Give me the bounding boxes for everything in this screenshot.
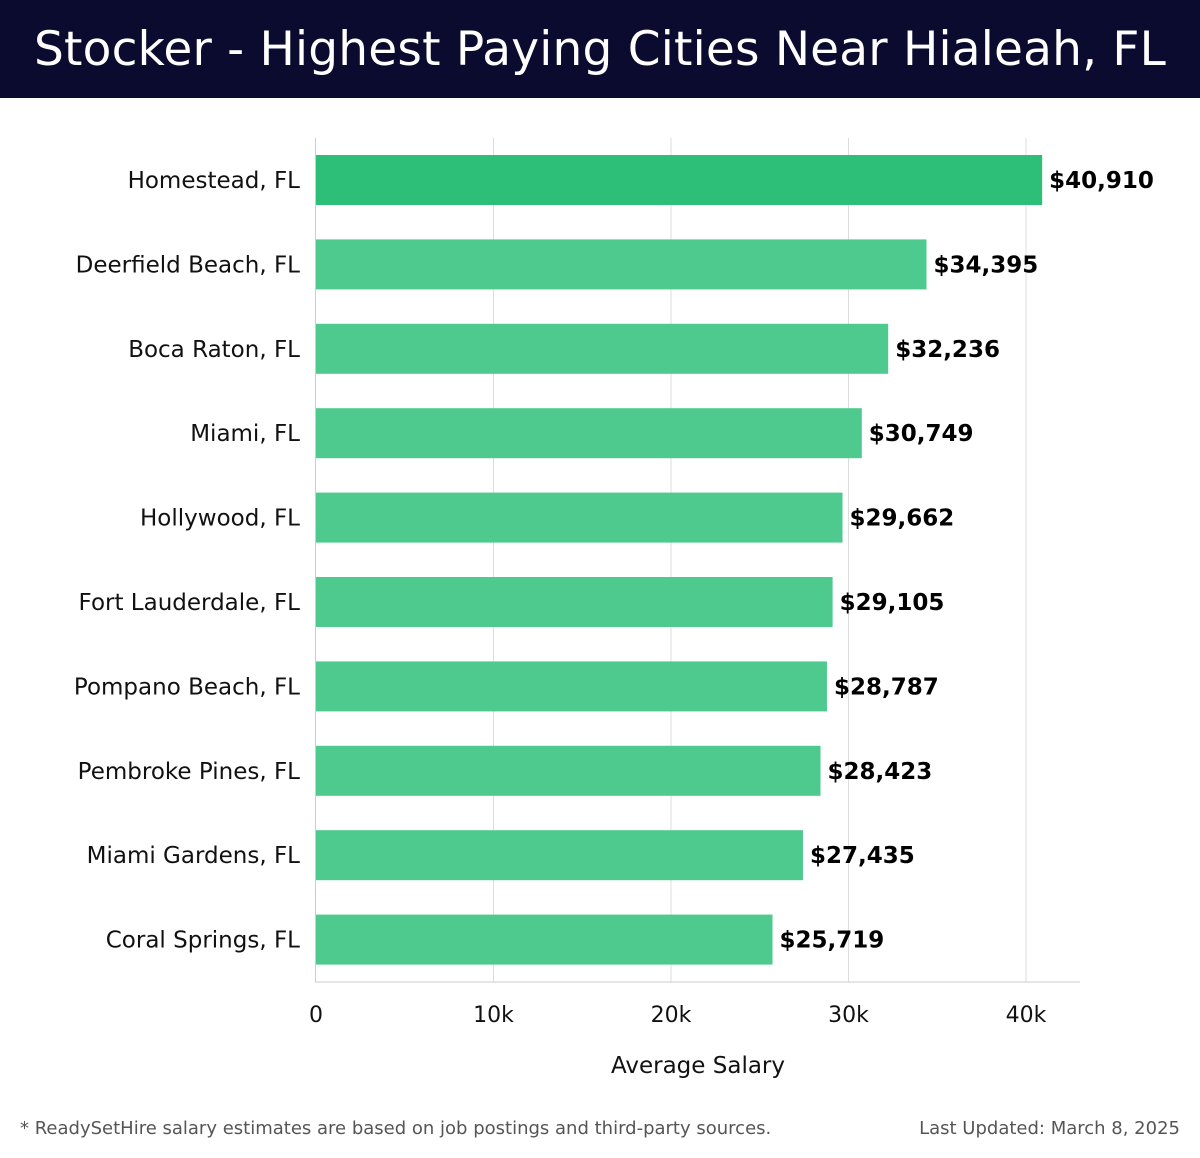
value-label: $30,749 [869,421,974,447]
bar [316,408,862,459]
value-label: $28,423 [828,759,933,785]
category-label: Pembroke Pines, FL [78,759,301,785]
x-axis-title: Average Salary [611,1053,785,1079]
value-label: $25,719 [780,928,885,954]
category-label: Coral Springs, FL [106,928,300,954]
category-label: Fort Lauderdale, FL [79,590,301,616]
category-label: Boca Raton, FL [128,337,300,363]
category-label: Hollywood, FL [140,506,300,532]
x-tick-label: 20k [651,1003,692,1028]
bar [316,830,803,881]
category-label: Miami, FL [190,421,300,447]
bar [316,577,833,627]
bar [316,239,927,290]
value-label: $32,236 [895,337,1000,363]
last-updated: Last Updated: March 8, 2025 [919,1118,1180,1139]
value-label: $29,662 [850,506,955,532]
bar [316,492,843,543]
bar [316,323,889,374]
value-label: $40,910 [1049,168,1154,194]
bar-chart: Homestead, FL $40,910 Deerfield Beach, FL $… [74,138,1154,1079]
category-label: Miami Gardens, FL [87,843,301,869]
title-bar: Stocker - Highest Paying Cities Near Hia… [0,0,1200,98]
x-tick-label: 30k [828,1003,869,1028]
value-label: $27,435 [810,843,915,869]
bar [316,745,821,796]
bar [316,914,773,965]
chart-title: Stocker - Highest Paying Cities Near Hia… [33,21,1167,77]
footnote: * ReadySetHire salary estimates are base… [20,1118,772,1139]
value-label: $34,395 [934,252,1039,278]
category-label: Pompano Beach, FL [74,674,300,700]
bar [316,155,1043,205]
bar [316,661,827,712]
category-label: Homestead, FL [128,168,301,194]
x-tick-label: 40k [1006,1003,1047,1028]
value-label: $28,787 [834,674,939,700]
x-tick-label: 10k [473,1003,514,1028]
category-label: Deerfield Beach, FL [76,252,301,278]
value-label: $29,105 [840,590,945,616]
x-tick-label: 0 [309,1003,323,1028]
